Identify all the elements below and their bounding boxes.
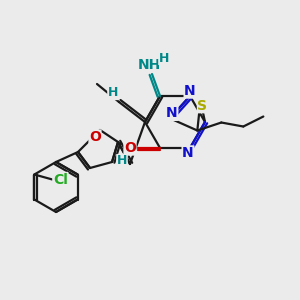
Text: N: N <box>184 84 196 98</box>
Text: H: H <box>159 52 169 64</box>
Text: H: H <box>108 86 118 100</box>
Text: Cl: Cl <box>53 172 68 187</box>
Text: O: O <box>124 141 136 155</box>
Text: H: H <box>117 154 127 167</box>
Text: NH: NH <box>137 58 160 72</box>
Text: N: N <box>182 146 194 160</box>
Text: N: N <box>166 106 178 120</box>
Text: O: O <box>89 130 101 144</box>
Text: S: S <box>197 99 208 113</box>
